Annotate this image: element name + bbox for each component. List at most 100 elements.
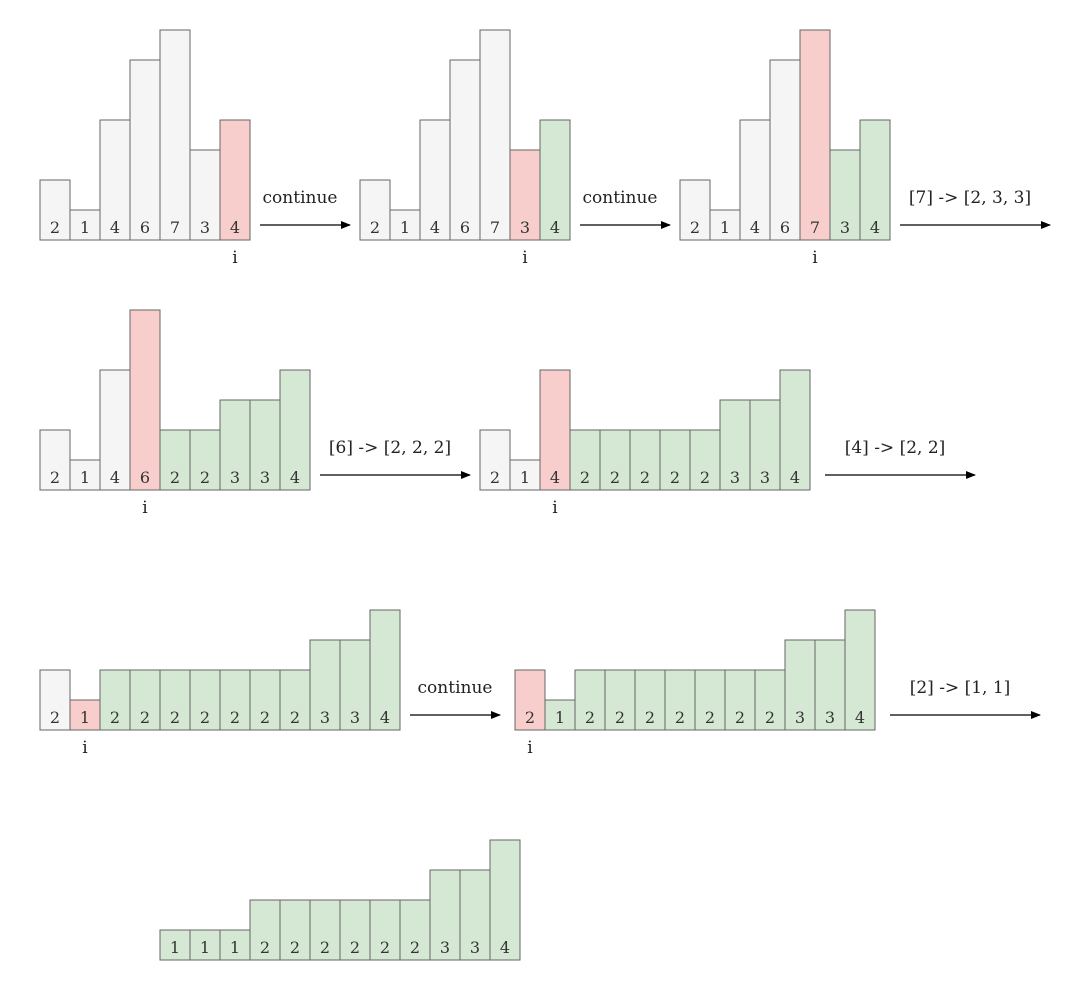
- bar-unprocessed: [129, 59, 161, 241]
- bar-value-label: 2: [200, 468, 210, 487]
- transition-arrow: continue: [260, 188, 351, 229]
- index-pointer-label: i: [522, 248, 528, 268]
- bar-current: [509, 149, 541, 241]
- bar-value-label: 4: [380, 708, 390, 727]
- bar-value-label: 2: [640, 468, 650, 487]
- bar-value-label: 6: [780, 218, 790, 237]
- transition-arrow: [2] -> [1, 1]: [890, 678, 1041, 719]
- bar-value-label: 1: [230, 938, 240, 957]
- bar-value-label: 6: [140, 468, 150, 487]
- bar-value-label: 3: [825, 708, 835, 727]
- bar-value-label: 3: [795, 708, 805, 727]
- bar-value-label: 2: [380, 938, 390, 957]
- bar-processed: [189, 429, 221, 491]
- bar-value-label: 2: [675, 708, 685, 727]
- bar-value-label: 2: [50, 468, 60, 487]
- bar-diagrams: 2 1 4 6 7 3 4i2 1 4 6 7 3 4i2 1 4 6 7 3 4i2 1 4 6 2 2 3 3 4i2 1 4 2 2 2…: [39, 29, 891, 961]
- bar-value-label: 4: [500, 938, 510, 957]
- bar-processed: [219, 669, 251, 731]
- bar-value-label: 6: [140, 218, 150, 237]
- bar-processed: [784, 639, 816, 731]
- bar-unprocessed: [69, 209, 101, 241]
- bar-unprocessed: [449, 59, 481, 241]
- transition-arrows: continue continue [7] -> [2, 3, 3] [6] -> […: [260, 188, 1051, 719]
- bar-unprocessed: [509, 459, 541, 491]
- bar-processed: [859, 119, 891, 241]
- bar-value-label: 7: [810, 218, 820, 237]
- bar-value-label: 4: [430, 218, 440, 237]
- bar-current: [799, 29, 831, 241]
- bar-value-label: 2: [350, 938, 360, 957]
- bar-processed: [489, 839, 521, 961]
- bar-processed: [219, 929, 251, 961]
- bar-unprocessed: [769, 59, 801, 241]
- transition-arrow: [6] -> [2, 2, 2]: [320, 438, 471, 479]
- bar-value-label: 1: [520, 468, 530, 487]
- bar-value-label: 2: [170, 468, 180, 487]
- bar-value-label: 2: [200, 708, 210, 727]
- bar-value-label: 2: [50, 218, 60, 237]
- bar-value-label: 2: [735, 708, 745, 727]
- bar-processed: [629, 429, 661, 491]
- bar-processed: [814, 639, 846, 731]
- bar-unprocessed: [389, 209, 421, 241]
- bar-current: [219, 119, 251, 241]
- bar-value-label: 1: [720, 218, 730, 237]
- arrow-label: [4] -> [2, 2]: [845, 438, 946, 458]
- bar-unprocessed: [359, 179, 391, 241]
- index-pointer-label: i: [142, 498, 148, 518]
- bar-unprocessed: [39, 179, 71, 241]
- bar-processed: [569, 429, 601, 491]
- bar-processed: [604, 669, 636, 731]
- bar-value-label: 4: [750, 218, 760, 237]
- bar-value-label: 7: [170, 218, 180, 237]
- index-pointer-label: i: [527, 738, 533, 758]
- bar-diagram: 2 1 4 6 7 3 4 i: [359, 29, 571, 268]
- arrow-label: continue: [583, 188, 658, 208]
- bar-current: [514, 669, 546, 731]
- bar-value-label: 2: [260, 708, 270, 727]
- bar-unprocessed: [159, 29, 191, 241]
- bar-processed: [189, 669, 221, 731]
- bar-current: [69, 699, 101, 731]
- bar-diagram: 2 1 4 6 7 3 4 i: [679, 29, 891, 268]
- bar-value-label: 1: [80, 708, 90, 727]
- bar-value-label: 4: [290, 468, 300, 487]
- bar-processed: [369, 899, 401, 961]
- bar-processed: [219, 399, 251, 491]
- bar-processed: [279, 369, 311, 491]
- arrow-label: [6] -> [2, 2, 2]: [329, 438, 451, 458]
- bar-processed: [129, 669, 161, 731]
- bar-value-label: 2: [110, 708, 120, 727]
- index-pointer-label: i: [812, 248, 818, 268]
- bar-value-label: 3: [350, 708, 360, 727]
- bar-value-label: 1: [200, 938, 210, 957]
- bar-value-label: 2: [370, 218, 380, 237]
- bar-value-label: 2: [50, 708, 60, 727]
- bar-unprocessed: [99, 369, 131, 491]
- bar-value-label: 2: [705, 708, 715, 727]
- bar-value-label: 3: [520, 218, 530, 237]
- bar-value-label: 2: [580, 468, 590, 487]
- bar-value-label: 3: [840, 218, 850, 237]
- bar-processed: [459, 869, 491, 961]
- bar-value-label: 2: [490, 468, 500, 487]
- bar-value-label: 3: [230, 468, 240, 487]
- index-pointer-label: i: [232, 248, 238, 268]
- bar-value-label: 2: [765, 708, 775, 727]
- bar-processed: [844, 609, 876, 731]
- bar-value-label: 4: [550, 468, 560, 487]
- bar-value-label: 3: [260, 468, 270, 487]
- bar-processed: [694, 669, 726, 731]
- bar-value-label: 2: [290, 938, 300, 957]
- bar-diagram: 2 1 4 2 2 2 2 2 3 3 4 i: [479, 369, 811, 518]
- bar-value-label: 3: [730, 468, 740, 487]
- bar-processed: [829, 149, 861, 241]
- bar-processed: [539, 119, 571, 241]
- bar-unprocessed: [739, 119, 771, 241]
- bar-unprocessed: [39, 429, 71, 491]
- bar-processed: [689, 429, 721, 491]
- bar-value-label: 2: [140, 708, 150, 727]
- bar-value-label: 2: [585, 708, 595, 727]
- transition-arrow: continue: [410, 678, 501, 719]
